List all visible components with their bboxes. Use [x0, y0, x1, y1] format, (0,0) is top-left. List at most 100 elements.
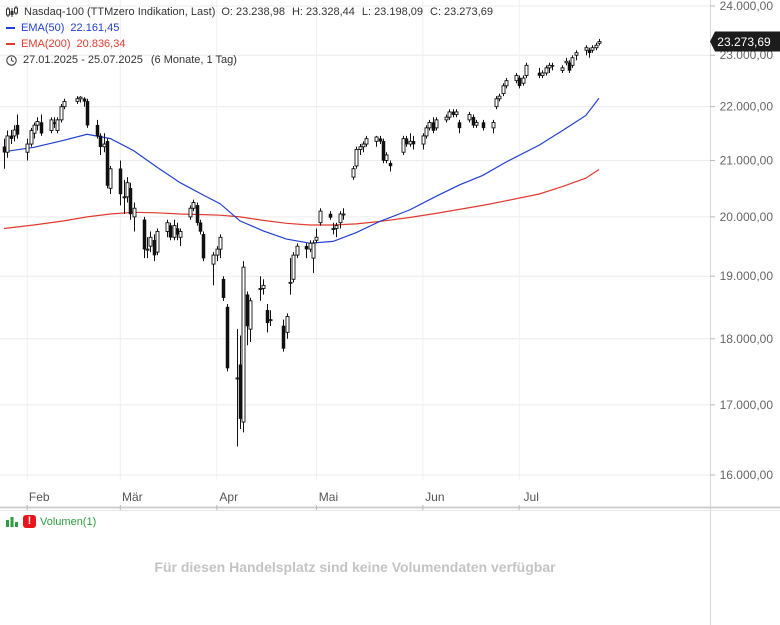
- candle-body: [550, 65, 555, 67]
- candle-body: [328, 213, 333, 218]
- candle: [29, 127, 34, 147]
- candle: [401, 135, 406, 155]
- instrument-name: Nasdaq-100 (TTMzero Indikation, Last): [24, 6, 216, 18]
- ema200-swatch: [6, 43, 15, 45]
- candle: [494, 96, 499, 110]
- candle: [521, 75, 526, 86]
- candle-body: [98, 135, 103, 148]
- candle: [547, 62, 552, 73]
- ema200-legend[interactable]: EMA(200) 20.836,34: [6, 37, 125, 51]
- candle-body: [408, 140, 413, 145]
- candle: [102, 133, 107, 153]
- candle: [288, 258, 293, 295]
- candle: [178, 228, 183, 247]
- candle: [381, 138, 386, 164]
- candle: [570, 55, 575, 68]
- candle-body: [404, 138, 409, 145]
- candle-body: [29, 130, 34, 145]
- y-tick-label: 17.000,00: [720, 398, 774, 412]
- candle-body: [540, 72, 545, 76]
- y-tick-label: 16.000,00: [720, 468, 774, 482]
- candle-body: [78, 96, 83, 100]
- candle: [331, 222, 336, 235]
- candle: [431, 117, 436, 134]
- candle: [447, 109, 452, 120]
- ema50-line: [3, 97, 600, 244]
- volume-label: Volumen(1): [40, 515, 97, 528]
- candle-body: [12, 129, 17, 137]
- ema50-label: EMA(50): [21, 22, 65, 34]
- candlestick-icon[interactable]: [6, 6, 18, 18]
- candle: [564, 57, 569, 66]
- candle: [295, 243, 300, 259]
- candle: [361, 141, 366, 153]
- candle-body: [497, 95, 502, 100]
- clock-icon[interactable]: [6, 54, 17, 66]
- candle: [148, 231, 153, 253]
- ema50-legend[interactable]: EMA(50) 22.161,45: [6, 21, 119, 35]
- candle: [544, 65, 549, 76]
- candle: [108, 165, 113, 194]
- candle-body: [248, 300, 253, 330]
- candle-body: [75, 98, 80, 102]
- candle: [235, 329, 240, 447]
- candle-body: [165, 222, 170, 232]
- candle: [62, 98, 67, 110]
- candle-body: [364, 138, 369, 145]
- candle-body: [155, 230, 160, 253]
- high-value: 23.328,44: [305, 6, 355, 18]
- candle-body: [32, 124, 37, 134]
- candle-body: [291, 254, 296, 280]
- candle: [52, 117, 57, 128]
- candle-body: [261, 284, 266, 289]
- volume-legend[interactable]: ! Volumen(1): [6, 515, 96, 528]
- candle-body: [49, 119, 54, 132]
- candle: [281, 319, 286, 352]
- candle: [457, 119, 462, 134]
- candle: [285, 313, 290, 339]
- candle: [421, 133, 426, 150]
- candle: [218, 234, 223, 259]
- candle-body: [288, 281, 293, 284]
- candle: [467, 111, 472, 123]
- candle-body: [378, 138, 383, 142]
- candle: [378, 135, 383, 145]
- candle: [291, 252, 296, 283]
- candle-body: [570, 57, 575, 66]
- candle: [128, 182, 133, 220]
- candle-body: [381, 141, 386, 161]
- candle-body: [474, 122, 479, 126]
- candle: [248, 297, 253, 342]
- ema200-value: 20.836,34: [76, 38, 126, 50]
- ema200-label: EMA(200): [21, 38, 71, 50]
- candle: [567, 60, 572, 73]
- candle-body: [215, 248, 220, 256]
- candle: [481, 119, 486, 131]
- candle: [168, 222, 173, 241]
- warning-icon[interactable]: !: [23, 515, 36, 528]
- candle: [334, 222, 339, 238]
- candle: [574, 50, 579, 61]
- candle-body: [168, 225, 173, 238]
- candle: [198, 219, 203, 235]
- candle-body: [304, 245, 309, 250]
- candle-body: [241, 266, 246, 423]
- candle-body: [504, 80, 509, 87]
- candle-body: [544, 67, 549, 74]
- last-price-label: 23.273,69: [717, 35, 771, 49]
- candle-body: [354, 149, 359, 167]
- candle: [338, 211, 343, 229]
- candle-body: [35, 121, 40, 126]
- candle: [211, 252, 216, 286]
- ema50-swatch: [6, 27, 15, 29]
- candlestick-series: [2, 38, 602, 447]
- candle-body: [52, 122, 57, 124]
- candle-body: [494, 98, 499, 108]
- candle: [590, 45, 595, 53]
- candle: [364, 135, 369, 147]
- candle: [311, 240, 316, 274]
- last-price-marker: 23.273,69: [710, 31, 780, 52]
